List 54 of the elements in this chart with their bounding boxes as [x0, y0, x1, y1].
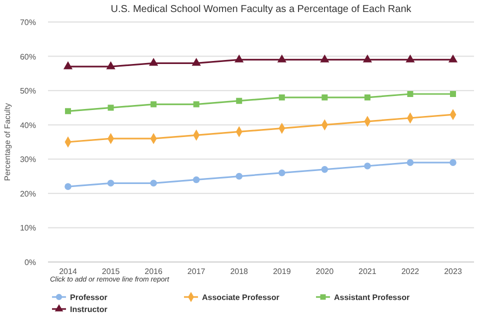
x-tick-label: 2022 [401, 267, 420, 276]
y-tick-label: 0% [24, 258, 36, 267]
x-tick-label: 2021 [358, 267, 377, 276]
x-tick-label: 2019 [272, 267, 292, 276]
point [148, 58, 158, 66]
point [407, 91, 414, 97]
point [448, 54, 458, 62]
x-tick-label: 2020 [316, 267, 334, 276]
legend-label: Professor [70, 293, 108, 302]
point [192, 58, 201, 66]
point [106, 61, 116, 70]
y-tick-label: 70% [20, 18, 36, 27]
point [321, 166, 328, 173]
legend-label: Associate Professor [202, 293, 280, 302]
legend-label: Assistant Professor [334, 293, 410, 302]
y-axis-title: Percentage of Faculty [3, 103, 12, 181]
point [65, 108, 71, 114]
point [278, 94, 285, 100]
point [236, 172, 242, 180]
point [450, 159, 456, 166]
y-tick-label: 10% [20, 224, 36, 233]
point [278, 169, 286, 176]
y-tick-label: 20% [20, 189, 36, 198]
point [107, 180, 114, 187]
point [150, 101, 157, 108]
x-tick-label: 2014 [59, 267, 78, 276]
x-tick-label: 2015 [102, 267, 120, 276]
legend-label: Instructor [70, 305, 108, 314]
point [322, 94, 328, 100]
point [63, 61, 73, 70]
x-tick-label: 2017 [187, 267, 206, 276]
y-tick-label: 50% [20, 86, 36, 96]
point [150, 180, 157, 187]
x-tick-label: 2023 [444, 267, 462, 276]
point [108, 104, 114, 111]
point [450, 91, 456, 97]
point [277, 54, 286, 62]
point [193, 101, 200, 108]
point [406, 54, 415, 62]
point [406, 159, 414, 166]
point [64, 183, 72, 190]
chart-title: U.S. Medical School Women Faculty as a Percentage of Each Rank [110, 4, 412, 15]
point [364, 94, 370, 100]
y-tick-label: 60% [20, 52, 36, 62]
point [320, 54, 330, 62]
x-tick-label: 2018 [230, 267, 249, 276]
point [234, 54, 244, 62]
y-tick-label: 30% [20, 155, 36, 164]
point [192, 176, 200, 184]
point [364, 162, 371, 170]
x-tick-label: 2016 [144, 267, 164, 276]
point [236, 98, 242, 104]
y-tick-label: 40% [20, 120, 36, 130]
point [362, 54, 372, 62]
